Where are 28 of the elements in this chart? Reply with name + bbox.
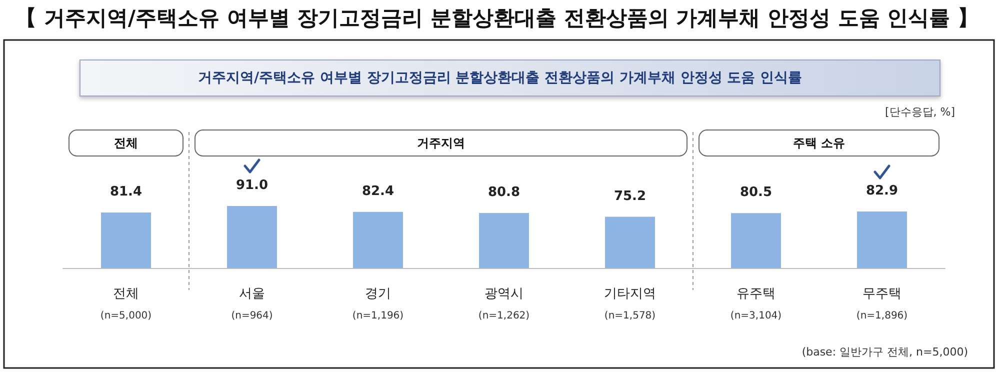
- bar: [605, 216, 655, 268]
- data-label: 80.8: [488, 184, 520, 200]
- bar: [479, 212, 529, 268]
- bar: [731, 213, 781, 268]
- data-label: 82.4: [362, 184, 394, 199]
- text: 거주지역: [417, 136, 465, 150]
- x-tick-label: 경기 (n=1,196): [352, 286, 404, 322]
- bar: [857, 212, 907, 268]
- text: 전체: [114, 136, 138, 150]
- x-tick-label: 광역시 (n=1,262): [478, 286, 530, 322]
- data-label: 82.9: [866, 184, 898, 199]
- chart-title: 【 거주지역/주택소유 여부별 장기고정금리 분할상환대출 전환상품의 가계부채 안정성 도움 인식률 】: [16, 6, 978, 30]
- bar: [227, 206, 277, 268]
- x-tick-label: 무주택 (n=1,896): [856, 286, 908, 322]
- data-label: 81.4: [110, 184, 142, 200]
- bar: [101, 212, 151, 268]
- data-label: 80.5: [740, 185, 772, 200]
- data-label: 91.0: [236, 178, 268, 193]
- bar: [353, 212, 403, 268]
- x-tick-label: 전체 (n=5,000): [100, 286, 152, 322]
- x-tick-label: 서울 (n=964): [231, 286, 273, 322]
- text: [단수응답, %]: [884, 106, 955, 118]
- data-label: 75.2: [614, 188, 646, 204]
- text: 주택 소유: [792, 136, 846, 150]
- chart-subtitle: 거주지역/주택소유 여부별 장기고정금리 분할상환대출 전환상품의 가계부채 안정성 도움 인식률: [198, 70, 802, 86]
- x-tick-label: 유주택 (n=3,104): [730, 286, 782, 322]
- x-tick-label: 기타지역 (n=1,578): [604, 286, 656, 322]
- text: (base: 일반가구 전체, n=5,000): [802, 346, 968, 358]
